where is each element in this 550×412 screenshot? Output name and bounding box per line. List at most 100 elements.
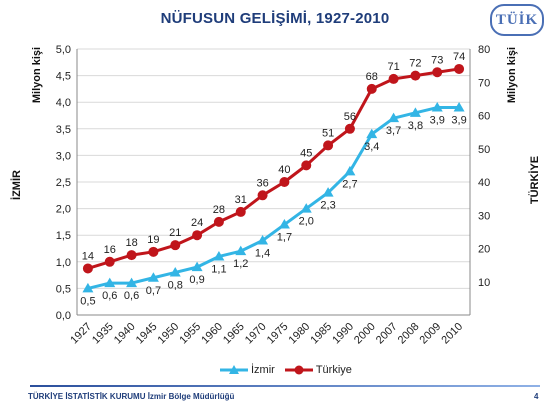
- x-tick-label: 1975: [265, 321, 291, 347]
- izmir-data-point: [300, 203, 312, 213]
- izmir-data-point: [82, 282, 94, 293]
- turkiye-data-label: 40: [278, 164, 290, 176]
- x-tick-label: 1940: [112, 321, 138, 347]
- turkiye-data-point: [170, 240, 181, 251]
- y-left-tick-label: 3,5: [56, 124, 71, 136]
- izmir-data-label: 3,9: [430, 115, 445, 127]
- x-tick-label: 1990: [330, 321, 356, 347]
- turkiye-data-point: [323, 140, 334, 151]
- y-right-tick-label: 50: [478, 144, 490, 156]
- y-left-tick-label: 4,5: [56, 71, 71, 83]
- turkiye-data-label: 72: [409, 58, 421, 70]
- izmir-data-point: [453, 102, 465, 112]
- x-tick-label: 2009: [418, 321, 444, 347]
- x-tick-label: 1955: [177, 321, 203, 347]
- slide-title: NÜFUSUN GELİŞİMİ, 1927-2010: [160, 10, 390, 27]
- izmir-data-point: [257, 235, 269, 245]
- izmir-data-point: [322, 187, 334, 197]
- series-line-turkiye: [87, 67, 460, 270]
- izmir-data-point: [147, 272, 159, 282]
- y-right-tick-label: 20: [478, 244, 490, 256]
- turkiye-data-label: 68: [366, 71, 378, 83]
- y-right-tick-label: 30: [478, 210, 490, 222]
- turkiye-data-label: 21: [169, 227, 181, 239]
- legend-label-turkiye: Türkiye: [315, 364, 352, 376]
- turkiye-data-label: 31: [235, 194, 247, 206]
- chart-grid: [77, 48, 470, 316]
- tuik-logo: TÜİK: [490, 4, 544, 36]
- izmir-data-point: [191, 261, 203, 272]
- x-tick-label: 2007: [374, 321, 400, 347]
- turkiye-data-label: 71: [387, 61, 399, 73]
- turkiye-data-point: [432, 67, 443, 78]
- y-left-axis-title: Milyon kişi: [31, 47, 43, 103]
- izmir-data-label: 3,8: [408, 120, 423, 132]
- turkiye-data-point: [257, 190, 268, 201]
- x-tick-label: 2008: [396, 321, 422, 347]
- turkiye-data-point: [235, 206, 246, 217]
- izmir-data-point: [213, 250, 225, 261]
- izmir-data-label: 0,6: [124, 290, 139, 302]
- izmir-data-point: [409, 107, 421, 117]
- legend-label-izmir: İzmir: [251, 364, 275, 376]
- y-right-tick-label: 80: [478, 44, 490, 56]
- izmir-data-label: 0,8: [168, 279, 183, 291]
- turkiye-data-point: [454, 63, 465, 74]
- turkiye-data-label: 28: [213, 204, 225, 216]
- legend-item-turkiye: Türkiye: [284, 364, 352, 376]
- izmir-data-point: [366, 128, 378, 139]
- turkiye-data-point: [192, 230, 203, 241]
- x-tick-label: 2010: [439, 321, 465, 347]
- chart-data-labels: 0,5 0,6 0,6 0,7 0,8 0,9 1,1 1,2 1,4 1,7 2,0 2,3 2,7 3…: [80, 51, 466, 307]
- turkiye-data-label: 14: [82, 250, 94, 262]
- turkiye-data-label: 19: [147, 234, 159, 246]
- izmir-data-label: 3,9: [451, 115, 466, 127]
- izmir-data-label: 0,9: [189, 274, 204, 286]
- turkiye-data-point: [148, 246, 159, 257]
- footer-text: TÜRKİYE İSTATİSTİK KURUMU İzmir Bölge Mü…: [28, 392, 235, 401]
- turkiye-data-label: 56: [344, 111, 356, 123]
- y-right-side-label: TÜRKİYE: [528, 156, 541, 204]
- y-right-axis-title: Milyon kişi: [506, 47, 518, 103]
- y-right-tick-label: 60: [478, 111, 490, 123]
- y-left-tick-label: 2,0: [56, 204, 71, 216]
- izmir-data-label: 1,4: [255, 248, 270, 260]
- izmir-data-point: [388, 112, 400, 123]
- izmir-data-point: [278, 219, 290, 229]
- turkiye-data-point: [344, 123, 355, 134]
- x-tick-label: 1960: [199, 321, 225, 347]
- x-tick-label: 2000: [352, 321, 378, 347]
- izmir-data-point: [431, 102, 443, 112]
- y-left-tick-label: 2,5: [56, 177, 71, 189]
- turkiye-data-point: [366, 83, 377, 94]
- turkiye-data-label: 24: [191, 217, 203, 229]
- y-left-tick-label: 4,0: [56, 97, 71, 109]
- turkiye-data-label: 74: [453, 51, 465, 63]
- turkiye-data-point: [279, 177, 290, 187]
- y-right-tick-label: 40: [478, 177, 490, 189]
- izmir-data-label: 0,7: [146, 285, 161, 297]
- izmir-data-point: [104, 277, 116, 288]
- series-line-izmir: [87, 106, 460, 290]
- izmir-data-label: 2,7: [342, 178, 357, 190]
- turkiye-data-point: [388, 73, 399, 84]
- izmir-data-label: 2,0: [299, 216, 314, 228]
- y-left-tick-label: 0,0: [56, 310, 71, 322]
- turkiye-data-label: 36: [256, 177, 268, 189]
- page-number: 4: [534, 392, 539, 401]
- turkiye-data-label: 18: [125, 237, 137, 249]
- turkiye-data-point: [104, 256, 115, 267]
- izmir-data-point: [344, 165, 356, 176]
- chart-series: [82, 63, 465, 293]
- y-left-tick-label: 1,5: [56, 230, 71, 242]
- izmir-data-point: [169, 266, 181, 277]
- izmir-data-label: 1,7: [277, 232, 292, 244]
- y-right-tick-label: 10: [478, 277, 490, 289]
- y-left-tick-label: 0,5: [56, 283, 71, 295]
- turkiye-data-label: 16: [104, 244, 116, 256]
- y-left-tick-label: 1,0: [56, 257, 71, 269]
- y-left-tick-label: 3,0: [56, 150, 71, 162]
- izmir-data-label: 0,6: [102, 290, 117, 302]
- x-tick-label: 1927: [68, 321, 94, 347]
- izmir-data-label: 2,3: [320, 200, 335, 212]
